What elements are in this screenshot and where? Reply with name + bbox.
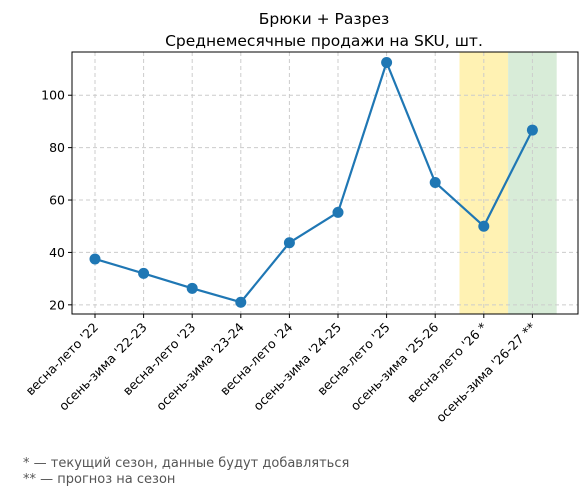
y-tick-label: 20 [49,297,65,312]
x-tick-label: осень-зима '25-26 [347,319,441,413]
footnote-forecast: ** — прогноз на сезон [23,472,176,487]
series-line [89,56,538,308]
series-line-path [94,61,534,304]
y-axis: 20 40 60 80 100 [41,88,72,312]
data-point [235,296,247,308]
highlight-band-current [459,52,509,314]
data-point [186,282,198,294]
chart-subtitle: Среднемесячные продажи на SKU, шт. [165,32,483,50]
season-highlight-bands [459,52,557,314]
data-point [526,124,538,136]
data-point [381,56,393,68]
y-tick-label: 60 [49,193,65,208]
data-point [478,220,490,232]
data-point [283,237,295,249]
footnote-current-season: * — текущий сезон, данные будут добавлят… [23,456,350,471]
data-point [332,206,344,218]
data-point [138,267,150,279]
grid [72,52,578,314]
x-tick-label: осень-зима '22-23 [56,320,150,414]
x-tick-label: осень-зима '24-25 [250,320,344,414]
y-tick-label: 100 [41,88,65,103]
highlight-band-forecast [508,52,557,314]
y-tick-label: 40 [49,245,65,260]
y-tick-label: 80 [49,140,65,155]
data-point [89,253,101,265]
data-point [429,176,441,188]
x-tick-label: осень-зима '26-27 ** [433,320,539,426]
plot-frame [71,51,579,315]
chart-title: Брюки + Разрез [259,10,390,28]
x-tick-label: осень-зима '23-24 [153,319,247,413]
